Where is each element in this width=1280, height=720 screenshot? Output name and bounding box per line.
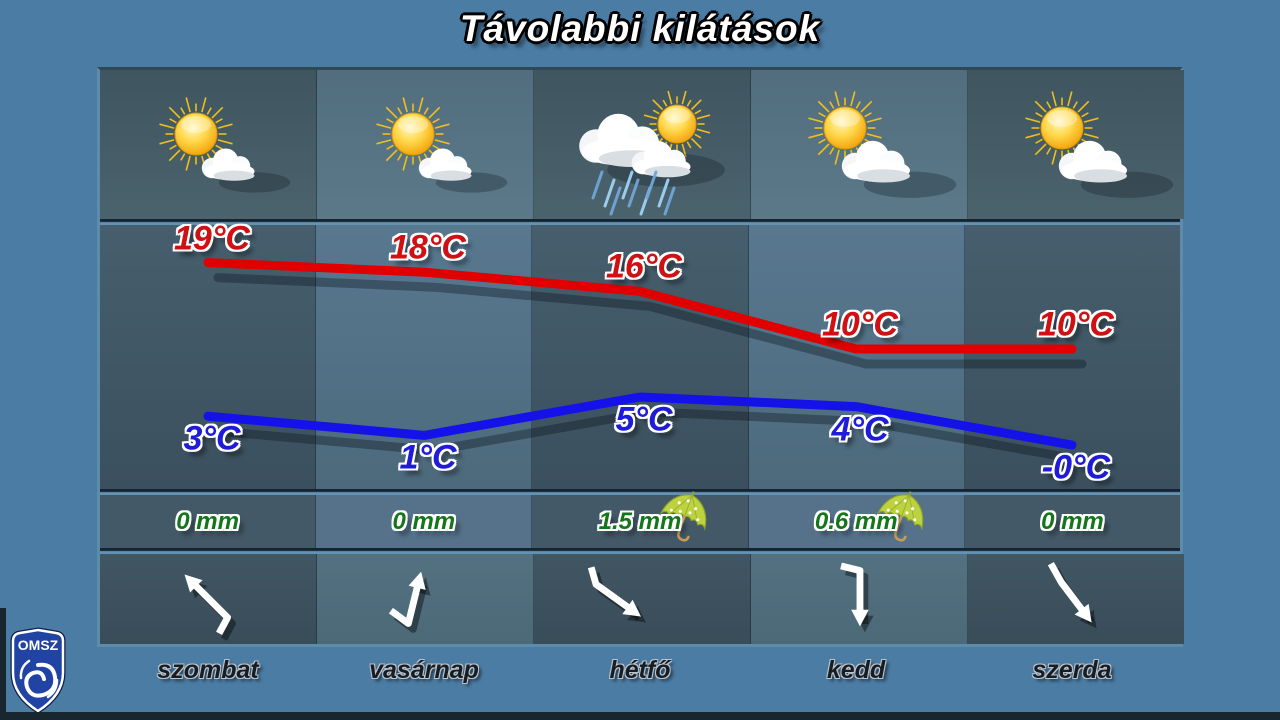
precip-cell-kedd: 0.6 mm [748, 491, 965, 548]
omsz-logo: OMSZ [10, 627, 66, 714]
weather-icon-row [100, 70, 1184, 219]
wind-row [100, 554, 1184, 644]
omsz-logo-text: OMSZ [18, 637, 59, 653]
wind-arrow-icon-southeast [587, 566, 646, 623]
precip-value: 0 mm [392, 507, 456, 535]
page-title: Távolabbi kilátások [459, 8, 821, 49]
row-separator [100, 548, 1180, 554]
min-temp-label: -0°C [1041, 448, 1111, 487]
precip-value: 0 mm [1041, 507, 1104, 535]
wind-cell-hétfő [534, 554, 751, 644]
wind-cell-vasárnap [317, 554, 534, 644]
day-label: kedd [826, 656, 886, 684]
wind-cell-kedd [751, 554, 968, 644]
wind-arrow-icon-south [840, 562, 874, 633]
precip-cell-vasárnap: 0 mm [316, 495, 533, 548]
max-temp-label: 19°C [174, 219, 250, 258]
umbrella-icon [873, 490, 931, 553]
icon-cell-kedd [751, 70, 968, 219]
icon-cell-szombat [100, 70, 317, 219]
precipitation-row: 0 mm 0 mm 1.5 mm 0.6 mm 0 mm [100, 491, 1181, 548]
sun-small-cloud-icon [159, 97, 291, 193]
min-temp-label: 3°C [183, 419, 241, 458]
min-temp-label: 5°C [615, 400, 673, 439]
row-separator [100, 489, 1180, 495]
icon-cell-vasárnap [317, 70, 534, 219]
wind-arrow-icon-northwest [184, 574, 236, 641]
wind-cell-szerda [968, 554, 1184, 644]
max-temp-label: 18°C [390, 228, 466, 267]
max-temp-label: 10°C [1038, 305, 1114, 344]
precip-value: 0.6 mm [814, 507, 898, 535]
day-label: hétfő [609, 656, 671, 684]
screen-edge-left [0, 608, 6, 720]
wind-cell-szombat [100, 554, 317, 644]
icon-cell-szerda [968, 70, 1184, 219]
row-separator [100, 219, 1180, 225]
precip-cell-szerda: 0 mm [964, 495, 1181, 548]
precip-cell-szombat: 0 mm [100, 495, 317, 548]
icon-cell-hétfő [534, 70, 751, 219]
screen-edge-bottom [0, 712, 1280, 720]
day-label: szerda [1032, 656, 1112, 684]
cloud-sun-rain-icon [579, 90, 725, 216]
wind-arrow-icon-south-southeast [1047, 562, 1097, 629]
wind-arrow-icon-north [388, 571, 431, 633]
day-label: vasárnap [369, 656, 479, 684]
day-label: szombat [157, 656, 259, 684]
umbrella-icon [656, 490, 714, 553]
forecast-table: 0 mm 0 mm 1.5 mm 0.6 mm 0 mm [97, 67, 1184, 647]
sun-cloud-icon [1025, 91, 1174, 198]
min-temp-label: 4°C [831, 410, 889, 449]
max-temp-label: 10°C [822, 305, 898, 344]
precip-cell-hétfő: 1.5 mm [532, 491, 749, 548]
max-temp-label: 16°C [606, 247, 682, 286]
sun-cloud-icon [808, 91, 957, 198]
min-temp-label: 1°C [399, 438, 457, 477]
cyclone-swirl-icon [19, 659, 59, 699]
sun-small-cloud-icon [376, 97, 508, 193]
precip-value: 0 mm [176, 507, 239, 535]
precip-value: 1.5 mm [598, 507, 682, 535]
